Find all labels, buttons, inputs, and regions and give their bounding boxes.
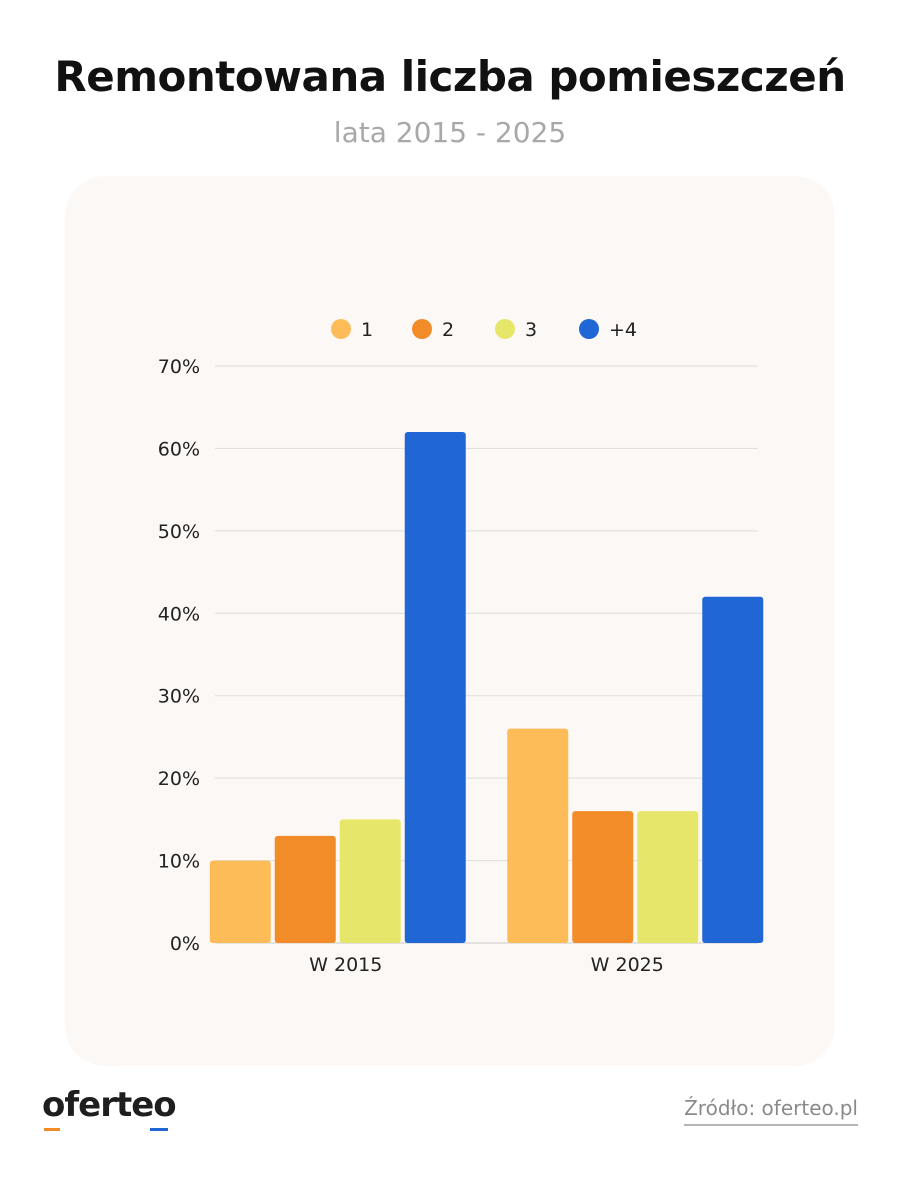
x-tick-label: W 2015 <box>309 954 382 976</box>
legend-label: 2 <box>442 319 454 341</box>
legend-label: +4 <box>609 319 637 341</box>
source-link[interactable]: Źródło: oferteo.pl <box>684 1096 858 1126</box>
legend: 1 2 3 +4 <box>331 319 637 341</box>
x-tick-label: W 2025 <box>591 954 664 976</box>
bar <box>702 596 764 943</box>
y-tick-label: 30% <box>158 686 200 708</box>
y-tick-label: 60% <box>158 438 200 460</box>
bar <box>637 811 699 943</box>
bar <box>209 860 271 943</box>
oferteo-logo: oferteo <box>42 1085 177 1131</box>
y-tick-label: 50% <box>158 521 200 543</box>
bar <box>339 819 401 943</box>
chart-title: Remontowana liczba pomieszczeń <box>54 52 846 101</box>
bar <box>507 728 569 943</box>
legend-marker <box>495 319 515 339</box>
legend-marker <box>579 319 599 339</box>
y-axis-ticks: 0% 10% 20% 30% 40% 50% 60% 70% <box>158 356 200 955</box>
x-axis-ticks: W 2015 W 2025 <box>309 954 664 976</box>
legend-label: 1 <box>361 319 373 341</box>
chart-subtitle: lata 2015 - 2025 <box>333 116 567 149</box>
logo-underline-blue <box>150 1128 168 1131</box>
logo-underline-orange <box>44 1128 60 1131</box>
legend-marker <box>331 319 351 339</box>
y-tick-label: 20% <box>158 768 200 790</box>
bar <box>572 811 634 943</box>
y-tick-label: 10% <box>158 851 200 873</box>
y-tick-label: 0% <box>170 933 200 955</box>
y-tick-label: 70% <box>158 356 200 378</box>
legend-label: 3 <box>525 319 537 341</box>
bars <box>209 431 764 943</box>
bar <box>404 431 466 943</box>
legend-marker <box>412 319 432 339</box>
bar <box>274 835 336 943</box>
logo-text: oferteo <box>42 1085 177 1125</box>
y-tick-label: 40% <box>158 603 200 625</box>
